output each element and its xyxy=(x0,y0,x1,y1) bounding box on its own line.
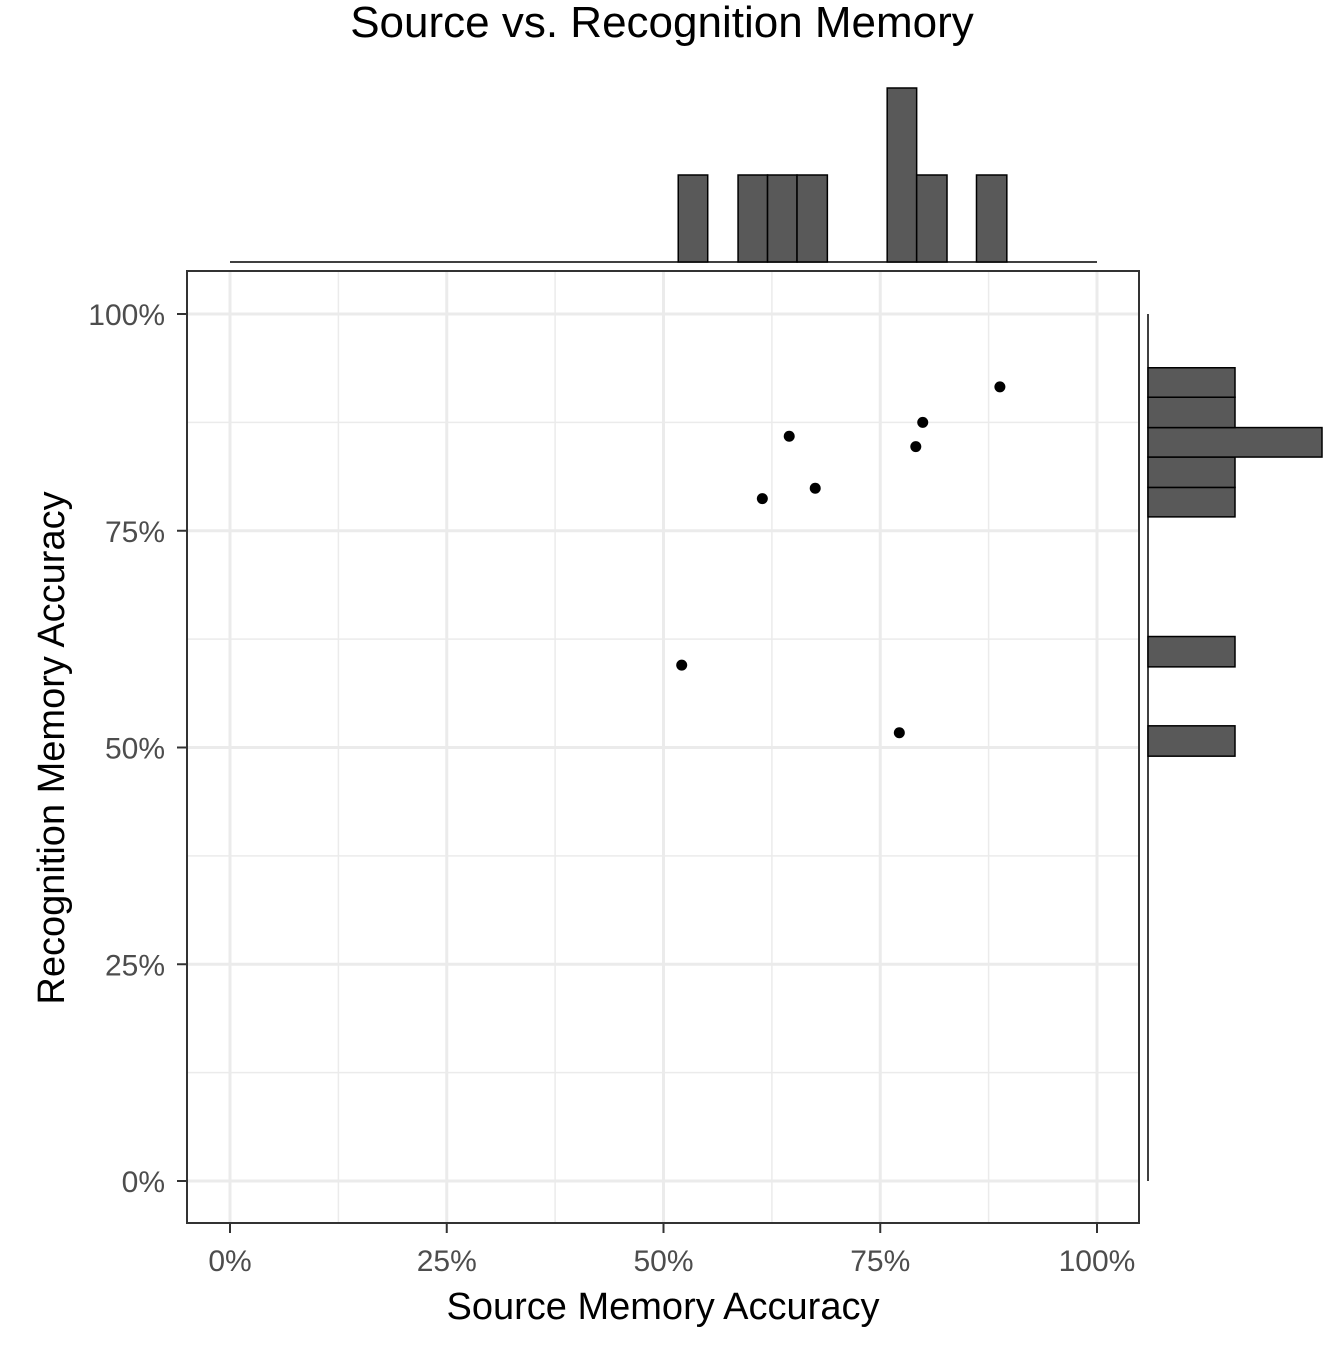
data-point xyxy=(910,441,922,453)
plot-panel xyxy=(186,270,1140,1224)
x-axis-title: Source Memory Accuracy xyxy=(447,1286,880,1328)
data-point xyxy=(809,482,821,494)
y-hist-bar xyxy=(1147,426,1323,458)
y-marginal-histogram xyxy=(1147,314,1323,1181)
x-marginal-histogram xyxy=(230,87,1097,263)
y-axis-title: Recognition Memory Accuracy xyxy=(31,491,73,1004)
y-hist-bar xyxy=(1147,725,1236,757)
y-hist-bar xyxy=(1147,396,1236,429)
data-point xyxy=(783,430,795,442)
y-tick-label: 25% xyxy=(105,949,165,982)
x-tick-label: 100% xyxy=(1059,1245,1136,1278)
y-axis: 0% 25% 50% 75% 100% xyxy=(88,299,187,1199)
y-tick-label: 0% xyxy=(122,1166,165,1199)
y-hist-bar xyxy=(1147,635,1236,668)
grid-lines xyxy=(187,271,1139,1223)
x-tick-label: 75% xyxy=(850,1245,910,1278)
x-hist-bar xyxy=(886,87,918,263)
x-hist-bar xyxy=(915,174,948,263)
chart-title: Source vs. Recognition Memory xyxy=(350,0,974,47)
x-hist-bar xyxy=(796,174,829,263)
x-hist-bar xyxy=(677,174,709,263)
data-point xyxy=(917,416,929,428)
y-hist-bar xyxy=(1147,456,1236,489)
y-hist-bar xyxy=(1147,367,1236,398)
x-axis: 0% 25% 50% 75% 100% xyxy=(208,1223,1135,1278)
x-hist-bar xyxy=(766,174,798,263)
x-hist-bar xyxy=(737,174,769,263)
data-point xyxy=(994,381,1006,393)
data-point xyxy=(756,493,768,505)
x-tick-label: 0% xyxy=(208,1245,251,1278)
x-hist-bar xyxy=(975,174,1008,263)
data-point xyxy=(676,659,688,671)
y-hist-bar xyxy=(1147,486,1236,518)
data-point xyxy=(893,727,905,739)
y-tick-label: 100% xyxy=(88,299,165,332)
y-tick-label: 75% xyxy=(105,516,165,549)
y-tick-label: 50% xyxy=(105,733,165,766)
x-tick-label: 25% xyxy=(417,1245,477,1278)
x-tick-label: 50% xyxy=(633,1245,693,1278)
data-points xyxy=(676,381,1006,739)
